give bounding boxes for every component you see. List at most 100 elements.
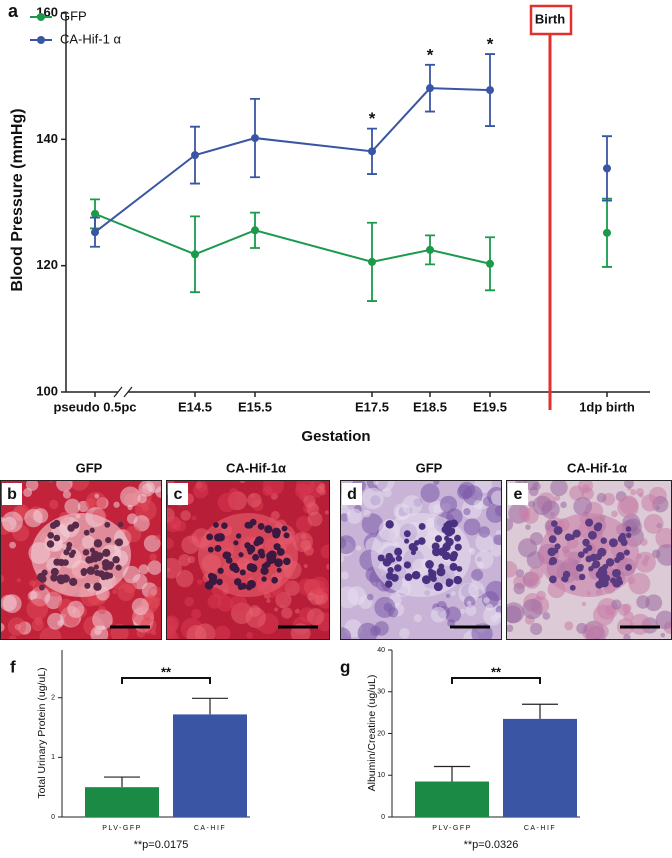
texture xyxy=(8,635,17,640)
nucleus xyxy=(548,535,557,544)
texture xyxy=(92,609,113,630)
texture xyxy=(214,625,231,640)
nucleus xyxy=(261,576,267,582)
texture xyxy=(622,603,632,613)
significance-label: ** xyxy=(161,664,172,679)
nucleus xyxy=(436,567,446,577)
error-bar xyxy=(522,703,558,719)
nucleus xyxy=(587,530,597,540)
y-tick-label: 120 xyxy=(36,257,58,272)
nucleus xyxy=(608,538,618,548)
texture xyxy=(485,580,502,602)
nucleus xyxy=(561,576,567,582)
texture xyxy=(596,492,607,503)
nucleus xyxy=(445,578,452,584)
texture xyxy=(0,622,5,632)
nucleus xyxy=(93,564,99,570)
nucleus xyxy=(88,556,95,563)
nucleus xyxy=(271,576,278,584)
texture xyxy=(278,595,284,602)
texture xyxy=(490,544,502,557)
texture xyxy=(217,492,237,513)
texture xyxy=(217,595,234,612)
label-box xyxy=(508,483,528,505)
panel-label: f xyxy=(10,657,16,676)
texture xyxy=(85,497,96,508)
texture xyxy=(655,610,672,630)
nucleus xyxy=(69,577,78,587)
x-tick-label: E15.5 xyxy=(238,399,272,414)
nucleus xyxy=(625,532,632,539)
texture xyxy=(532,482,541,491)
texture xyxy=(494,611,502,619)
texture xyxy=(229,594,248,613)
nucleus xyxy=(271,527,281,537)
legend-marker xyxy=(37,36,45,44)
texture xyxy=(180,510,191,521)
nucleus xyxy=(582,538,590,547)
nucleus xyxy=(283,557,291,566)
nucleus xyxy=(249,563,258,573)
texture xyxy=(56,480,73,492)
nucleus xyxy=(595,522,603,530)
x-tick-label: 1dp birth xyxy=(579,399,635,414)
data-point xyxy=(251,134,259,143)
image-border xyxy=(166,480,330,640)
texture xyxy=(506,517,514,532)
nucleus xyxy=(105,536,112,544)
texture xyxy=(445,593,450,598)
nucleus xyxy=(47,532,55,539)
texture xyxy=(147,560,162,575)
x-tick-label: E18.5 xyxy=(413,399,447,414)
nucleus xyxy=(577,563,584,570)
texture xyxy=(362,487,384,510)
texture xyxy=(131,597,149,616)
texture xyxy=(554,495,561,501)
nucleus xyxy=(605,558,615,567)
texture xyxy=(113,501,120,508)
nucleus xyxy=(283,532,290,539)
y-tick-label: 0 xyxy=(381,814,385,821)
nucleus xyxy=(39,575,47,583)
texture xyxy=(16,578,22,583)
image-title: GFP xyxy=(416,460,443,475)
nucleus xyxy=(550,520,558,528)
texture xyxy=(468,581,485,598)
texture xyxy=(623,610,634,622)
nucleus xyxy=(50,567,59,576)
texture xyxy=(303,564,308,569)
nucleus xyxy=(394,547,403,556)
texture xyxy=(245,607,267,628)
texture xyxy=(433,480,440,485)
texture xyxy=(660,632,666,638)
texture xyxy=(324,510,329,515)
texture xyxy=(513,582,525,595)
nucleus xyxy=(612,568,621,578)
nucleus xyxy=(107,572,114,579)
texture xyxy=(541,500,560,519)
nucleus xyxy=(387,566,394,574)
texture xyxy=(120,486,141,508)
nucleus xyxy=(618,580,624,586)
texture xyxy=(64,498,81,515)
y-axis-label: Total Urinary Protein (ug/uL) xyxy=(36,667,48,798)
nucleus xyxy=(578,573,586,581)
x-tick-label: CA-HIF xyxy=(194,825,226,832)
data-point xyxy=(191,250,199,259)
nucleus xyxy=(597,547,607,557)
nucleus xyxy=(53,558,61,566)
data-point xyxy=(603,164,611,173)
texture xyxy=(33,508,49,524)
event-box xyxy=(529,4,573,36)
image-title: GFP xyxy=(76,460,103,475)
bar xyxy=(503,718,577,817)
nucleus xyxy=(50,573,58,582)
texture xyxy=(463,518,481,536)
texture xyxy=(303,545,314,556)
p-value-note: **p=0.0326 xyxy=(464,839,519,851)
texture xyxy=(611,599,622,610)
data-point xyxy=(426,84,434,93)
nucleus xyxy=(249,518,257,526)
nucleus xyxy=(247,549,253,555)
